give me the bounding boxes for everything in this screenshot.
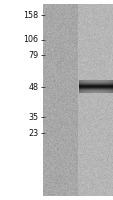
Text: 106: 106 <box>23 36 38 45</box>
Text: 48: 48 <box>28 83 38 92</box>
Bar <box>77 4 113 196</box>
Bar <box>0 0 43 200</box>
Bar <box>43 4 77 196</box>
Text: 158: 158 <box>23 10 38 20</box>
Text: 79: 79 <box>28 50 38 60</box>
Text: 35: 35 <box>28 112 38 121</box>
Text: 23: 23 <box>28 129 38 138</box>
